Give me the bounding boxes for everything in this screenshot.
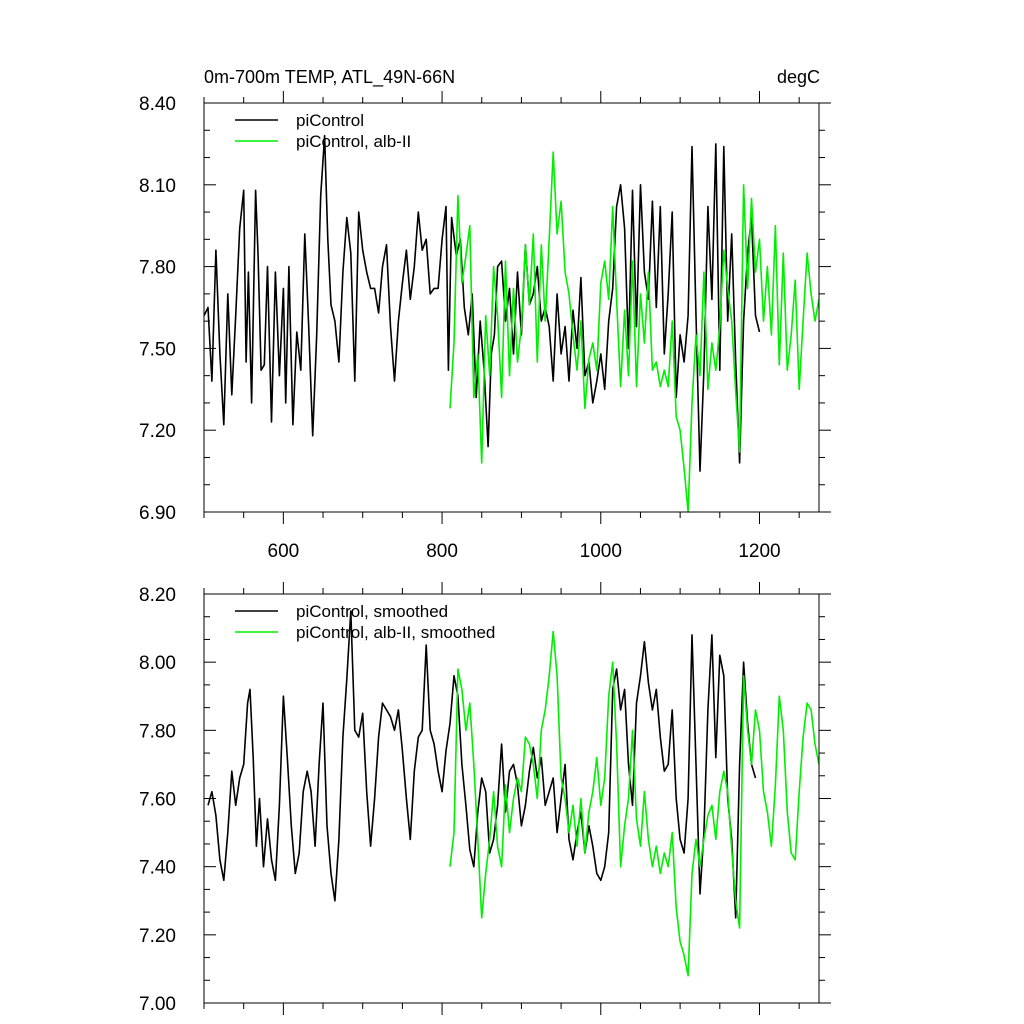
- top-panel: 6.90 7.20 7.50 7.80 8.10 8.40 600 800 1000 1200 pi…: [139, 91, 831, 562]
- plot-frame: [203, 102, 820, 513]
- y-tick-label: 7.80: [139, 258, 176, 279]
- legend-label: piControl, smoothed: [296, 602, 448, 621]
- legend-label: piControl, alb-II, smoothed: [296, 623, 495, 642]
- y-tick-label: 7.20: [139, 421, 176, 442]
- y-tick-label: 7.80: [139, 721, 176, 742]
- legend: piControl piControl, alb-II: [235, 111, 411, 151]
- chart-title: 0m-700m TEMP, ATL_49N-66N: [204, 67, 455, 88]
- y-tick-label: 7.20: [139, 926, 176, 947]
- y-tick-label: 6.90: [139, 503, 176, 524]
- y-tick-label: 8.20: [139, 585, 176, 606]
- x-tick-label: 600: [268, 541, 300, 562]
- series-line-picontrol-smoothed: [207, 610, 757, 919]
- units-label: degC: [777, 67, 820, 87]
- y-tick-label: 7.50: [139, 339, 176, 360]
- series-line-picontrol: [203, 134, 761, 472]
- y-tick-label: 7.00: [139, 994, 176, 1015]
- series-group: [203, 134, 820, 513]
- y-tick-label: 8.40: [139, 94, 176, 115]
- series-group: [207, 610, 820, 977]
- y-tick-label: 7.40: [139, 858, 176, 879]
- y-tick-label: 8.00: [139, 653, 176, 674]
- x-tick-label: 800: [426, 541, 458, 562]
- bottom-panel: 7.00 7.20 7.40 7.60 7.80 8.00 8.20 piControl, s…: [139, 582, 831, 1015]
- legend-label: piControl: [296, 111, 364, 130]
- series-line-picontrol-alb-ii: [449, 151, 820, 513]
- y-tick-label: 7.60: [139, 790, 176, 811]
- legend: piControl, smoothed piControl, alb-II, sm…: [235, 602, 495, 642]
- x-tick-label: 1000: [580, 541, 622, 562]
- legend-label: piControl, alb-II: [296, 132, 411, 151]
- y-tick-label: 8.10: [139, 176, 176, 197]
- x-tick-label: 1200: [738, 541, 780, 562]
- series-line-picontrol-alb-ii-smoothed: [449, 630, 820, 977]
